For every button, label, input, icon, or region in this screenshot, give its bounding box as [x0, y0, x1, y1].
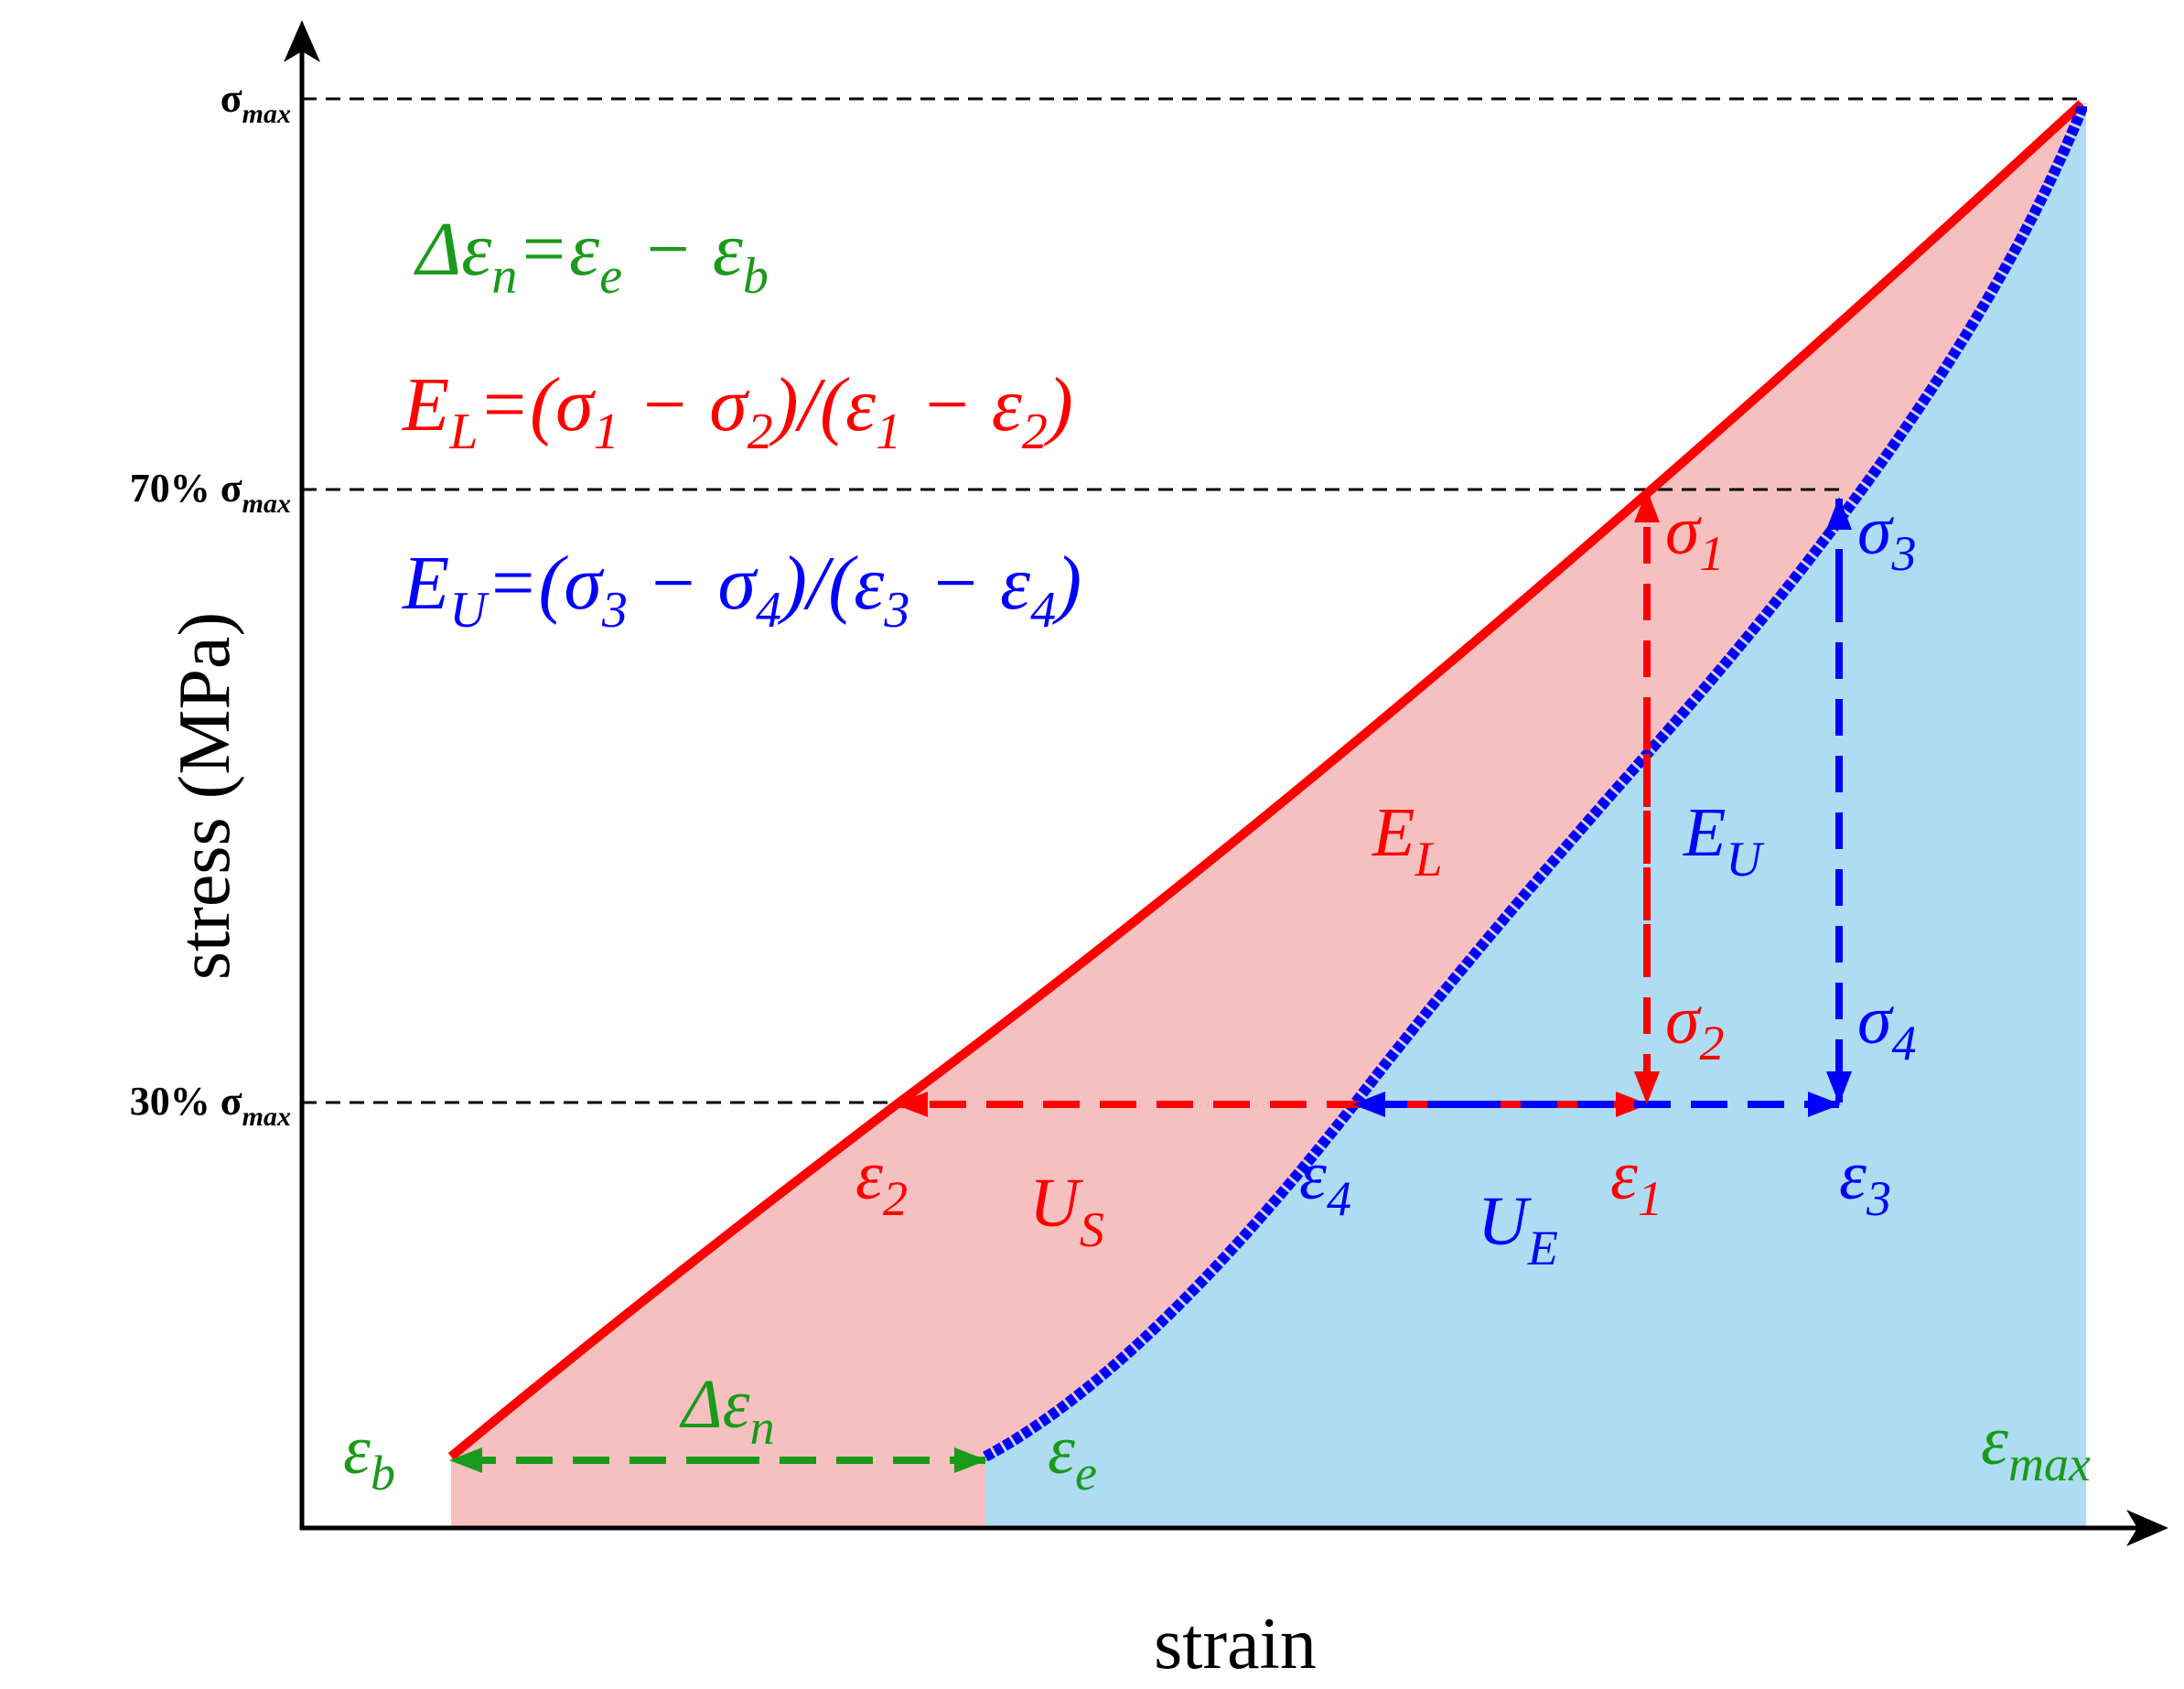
tick-thirty-percent: 30% σmax [130, 1079, 291, 1132]
eps1-label: ε1 [1610, 1137, 1662, 1226]
loading-modulus-label: EL [1372, 794, 1442, 887]
eps3-label: ε3 [1839, 1137, 1891, 1226]
sigma4-label: σ4 [1857, 982, 1916, 1070]
tick-sigma-max: σmax [221, 76, 291, 129]
unloading-energy-region [985, 110, 2086, 1528]
x-axis-arrowhead [2126, 1510, 2168, 1546]
unloading-modulus-label: EU [1683, 794, 1764, 887]
unloading-curve [983, 103, 2087, 1462]
x-axis-title: strain [1154, 1604, 1317, 1684]
delta-eps-label: Δεn [679, 1366, 775, 1455]
eps-e-label: εe [1048, 1412, 1097, 1501]
tick-seventy-percent: 70% σmax [130, 466, 291, 519]
sigma1-label: σ1 [1665, 492, 1724, 581]
elastic-energy-label: UE [1478, 1183, 1558, 1275]
eps-b-label: εb [343, 1412, 395, 1501]
y-axis-arrowhead [284, 20, 320, 62]
eps-max-label: εmax [1981, 1403, 2091, 1491]
delta-eps-equation: Δεn=εe − εb [414, 207, 769, 305]
dissipated-energy-label: US [1029, 1165, 1104, 1257]
loading-modulus-equation: EL=(σ1 − σ2)/(ε1 − ε2) [402, 362, 1073, 460]
unloading-modulus-equation: EU=(σ3 − σ4)/(ε3 − ε4) [402, 541, 1081, 639]
loading-curve [447, 100, 2085, 1460]
eps4-label: ε4 [1299, 1137, 1351, 1226]
sigma3-label: σ3 [1857, 492, 1916, 581]
y-axis-title: stress (MPa) [165, 612, 245, 980]
eps2-label: ε2 [855, 1137, 908, 1226]
sigma2-label: σ2 [1665, 982, 1724, 1070]
